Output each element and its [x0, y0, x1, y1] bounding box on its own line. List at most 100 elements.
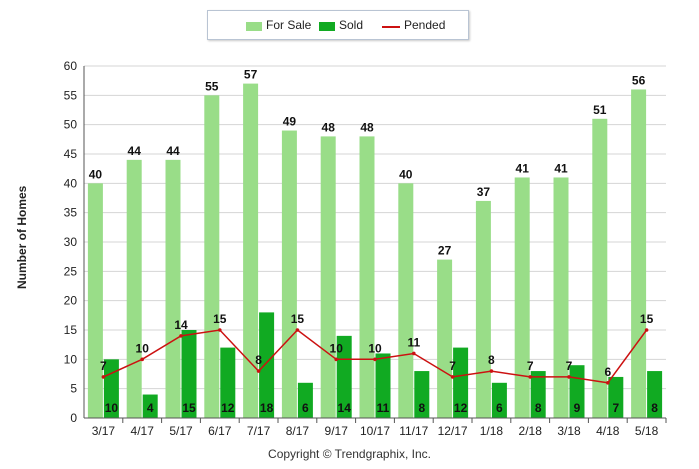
- pended-line: [101, 328, 649, 385]
- bar-for-sale: [359, 136, 375, 418]
- bar-sold: [336, 335, 352, 418]
- data-label-sold: 12: [454, 401, 468, 415]
- legend-swatch-sold: [319, 22, 335, 31]
- data-label-pended: 7: [100, 359, 107, 373]
- data-label-for-sale: 44: [128, 144, 142, 158]
- x-tick-label: 10/17: [360, 424, 390, 438]
- bar-sold: [259, 312, 275, 418]
- data-label-sold: 8: [651, 401, 658, 415]
- data-label-sold: 18: [260, 401, 274, 415]
- pended-point: [528, 375, 532, 379]
- data-label-pended: 8: [488, 353, 495, 367]
- data-label-for-sale: 37: [477, 185, 491, 199]
- bar-for-sale: [553, 177, 569, 418]
- bar-sold: [530, 371, 546, 418]
- data-label-for-sale: 40: [89, 167, 103, 181]
- data-labels: 4010444441555125718496481448114082712376…: [89, 68, 659, 415]
- x-tick-label: 4/18: [596, 424, 620, 438]
- bar-for-sale: [126, 159, 142, 418]
- y-axis-tick-labels: 0 5 10 15 20 25 30 35 40 45 50 55 60: [64, 59, 78, 425]
- bar-sold: [608, 376, 624, 418]
- data-label-for-sale: 44: [166, 144, 180, 158]
- x-tick-label: 2/18: [519, 424, 543, 438]
- legend-label-for-sale: For Sale: [266, 18, 312, 32]
- x-tick-label: 4/17: [131, 424, 155, 438]
- data-label-pended: 14: [174, 318, 188, 332]
- bar-sold: [375, 353, 391, 418]
- bar-for-sale: [87, 183, 103, 418]
- x-tick-label: 3/17: [92, 424, 116, 438]
- bar-for-sale: [592, 118, 608, 419]
- data-label-for-sale: 56: [632, 73, 646, 87]
- legend-swatch-pended: [382, 26, 400, 28]
- y-tick-label: 45: [64, 147, 78, 161]
- y-tick-label: 30: [64, 235, 78, 249]
- bar-sold: [142, 394, 158, 418]
- x-tick-label: 5/18: [635, 424, 659, 438]
- data-label-pended: 6: [604, 365, 611, 379]
- bar-for-sale: [437, 259, 453, 418]
- y-tick-label: 50: [64, 118, 78, 132]
- grid-lines: [84, 65, 666, 390]
- data-label-for-sale: 49: [283, 115, 297, 129]
- axes: [83, 66, 667, 423]
- x-tick-label: 11/17: [399, 424, 428, 438]
- data-label-pended: 15: [213, 312, 227, 326]
- data-label-sold: 15: [182, 401, 196, 415]
- pended-point: [567, 375, 571, 379]
- data-label-pended: 11: [407, 335, 420, 349]
- bars: [87, 83, 663, 419]
- data-label-sold: 14: [338, 401, 352, 415]
- data-label-sold: 4: [147, 401, 154, 415]
- x-tick-label: 5/17: [169, 424, 193, 438]
- bar-sold: [103, 359, 119, 418]
- data-label-sold: 10: [105, 401, 119, 415]
- x-axis-tick-labels: 3/17 4/17 5/17 6/17 7/17 8/17 9/17 10/17 11/17 12…: [92, 424, 659, 438]
- y-tick-label: 15: [64, 323, 78, 337]
- bar-for-sale: [631, 89, 647, 418]
- x-tick-label: 3/18: [557, 424, 581, 438]
- data-label-pended: 7: [449, 359, 456, 373]
- data-label-pended: 10: [330, 341, 344, 355]
- data-label-pended: 7: [527, 359, 534, 373]
- pended-point: [644, 328, 649, 332]
- x-tick-label: 6/17: [208, 424, 232, 438]
- bar-sold: [453, 347, 469, 418]
- x-tick-label: 8/17: [286, 424, 310, 438]
- y-tick-label: 40: [64, 176, 78, 190]
- y-tick-label: 0: [70, 411, 77, 425]
- pended-point: [373, 357, 377, 362]
- bar-for-sale: [204, 95, 220, 418]
- data-label-for-sale: 48: [322, 120, 336, 134]
- data-label-pended: 15: [291, 312, 305, 326]
- bar-for-sale: [243, 83, 259, 418]
- data-label-pended: 7: [566, 359, 573, 373]
- bar-sold: [297, 382, 313, 418]
- pended-point: [101, 375, 106, 379]
- data-label-sold: 8: [418, 401, 425, 415]
- data-label-sold: 8: [535, 401, 542, 415]
- data-label-for-sale: 27: [438, 244, 452, 258]
- data-label-sold: 7: [612, 401, 619, 415]
- x-tick-label: 9/17: [325, 424, 349, 438]
- pended-point: [256, 369, 261, 373]
- y-tick-label: 10: [64, 352, 78, 366]
- data-label-sold: 9: [574, 401, 581, 415]
- data-label-for-sale: 41: [554, 161, 568, 175]
- bar-for-sale: [281, 130, 297, 419]
- data-label-pended: 10: [136, 341, 150, 355]
- copyright-footer: Copyright © Trendgraphix, Inc.: [268, 447, 431, 461]
- legend-swatch-for-sale: [246, 22, 262, 31]
- data-label-for-sale: 55: [205, 79, 219, 93]
- bar-sold: [181, 330, 197, 418]
- pended-point: [140, 357, 144, 362]
- pended-point: [334, 357, 339, 362]
- y-tick-label: 55: [64, 88, 78, 102]
- data-label-sold: 6: [302, 401, 309, 415]
- bar-for-sale: [514, 177, 530, 418]
- data-label-for-sale: 48: [360, 120, 374, 134]
- bar-sold: [220, 347, 236, 418]
- pended-point: [489, 369, 494, 373]
- pended-point: [606, 381, 610, 385]
